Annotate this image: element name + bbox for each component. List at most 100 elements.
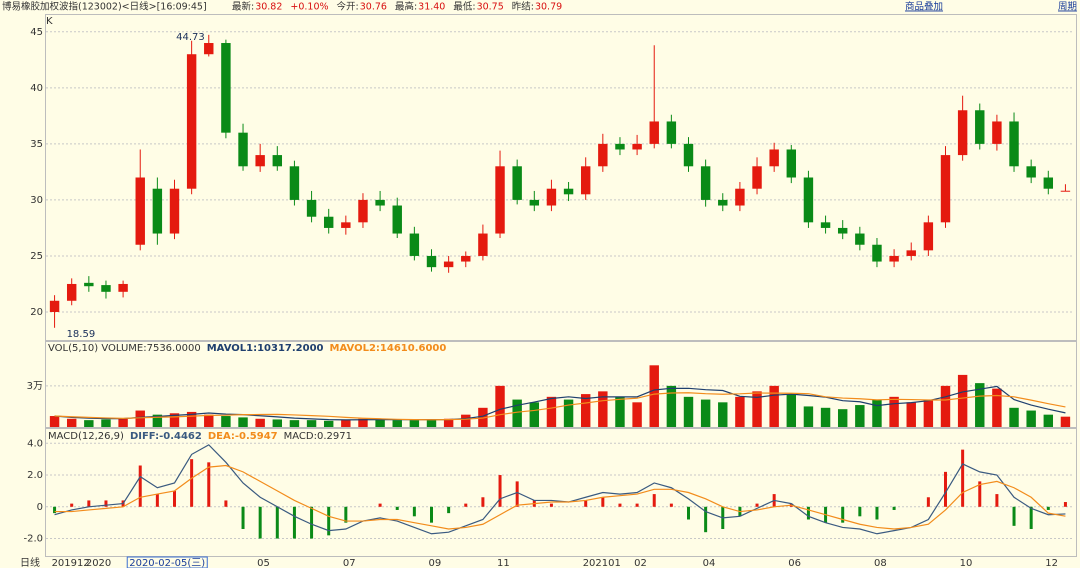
volume-bar	[392, 420, 402, 427]
x-tick-label: 09	[429, 558, 442, 568]
y-tick-label: 40	[30, 83, 43, 94]
quote-label: 最新:	[232, 1, 254, 13]
candle-body	[889, 255, 899, 262]
volume-bar	[409, 420, 420, 427]
volume-bar	[1026, 410, 1036, 427]
candle-body	[66, 283, 77, 301]
candle-body	[855, 233, 865, 245]
cursor-box	[126, 556, 208, 568]
candle-body	[1060, 190, 1071, 192]
volume-bar	[84, 420, 94, 427]
candle-body	[906, 250, 916, 256]
candle-body	[1009, 121, 1019, 167]
candle-body	[341, 222, 351, 228]
candle-body	[563, 188, 574, 195]
quote-value: +0.10%	[290, 2, 328, 13]
candle-body	[392, 205, 402, 234]
candle-body	[272, 155, 283, 167]
candle-body	[358, 199, 368, 223]
candle-body	[992, 121, 1002, 144]
candle-body	[186, 54, 197, 189]
volume-bar	[186, 411, 197, 427]
candle-body	[169, 188, 180, 234]
candle-body	[940, 155, 951, 223]
volume-bar	[426, 419, 437, 427]
y-tick-label: 30	[30, 195, 43, 206]
quote-value: 30.82	[255, 2, 282, 13]
candle-body	[632, 143, 642, 150]
candle-body	[923, 222, 934, 251]
x-tick-label: 05	[257, 558, 270, 568]
volume-bar	[580, 394, 591, 427]
x-tick-label: 04	[703, 558, 716, 568]
cursor-label: 2020-02-05(三)	[129, 558, 205, 568]
volume-bar	[341, 420, 351, 427]
candle-body	[700, 166, 711, 200]
volume-bar	[255, 418, 265, 427]
candle-body	[323, 216, 334, 228]
y-axis-label: K	[46, 16, 53, 27]
volume-bar	[855, 405, 865, 427]
x-tick-label: 10	[960, 558, 973, 568]
y-tick-label: 2.0	[27, 470, 43, 481]
header-title: 博易橡胶加权波指(123002)<日线>[16:09:45]	[2, 1, 207, 13]
candle-body	[221, 43, 231, 133]
panel-legend: DIFF:-0.4462	[130, 431, 202, 442]
candle-body	[478, 233, 488, 256]
indicator-line	[54, 385, 1066, 421]
candle-body	[872, 244, 882, 262]
volume-bar	[289, 420, 300, 427]
volume-bar	[889, 396, 899, 427]
volume-bar	[700, 399, 711, 427]
candle-body	[461, 255, 471, 262]
volume-bar	[66, 418, 77, 427]
candle-body	[683, 143, 694, 167]
candle-body	[84, 282, 94, 287]
period-link[interactable]: 周期	[1058, 2, 1077, 13]
x-tick-label: 201912	[52, 558, 90, 568]
volume-bar	[152, 414, 163, 427]
candle-body	[803, 177, 814, 223]
volume-bar	[563, 399, 574, 427]
quote-value: 30.79	[535, 2, 562, 13]
volume-panel	[45, 341, 1077, 428]
candle-body	[1043, 177, 1054, 189]
header: 博易橡胶加权波指(123002)<日线>[16:09:45] 商品叠加 周期 最…	[2, 1, 1077, 13]
volume-bar	[683, 396, 694, 427]
volume-bar	[923, 399, 934, 427]
candle-body	[495, 166, 505, 234]
volume-bar	[752, 391, 762, 427]
volume-bar	[49, 416, 60, 427]
candle-body	[769, 149, 779, 167]
quote-value: 30.76	[360, 2, 387, 13]
volume-bar	[1043, 414, 1054, 427]
panel-legend: MAVOL2:14610.6000	[330, 343, 447, 354]
quote-label: 最高:	[395, 1, 417, 13]
candle-body	[118, 283, 128, 292]
quote-value: 31.40	[418, 2, 445, 13]
panel-legend: MAVOL1:10317.2000	[207, 343, 324, 354]
candle-body	[649, 121, 659, 144]
volume-bar	[135, 410, 145, 427]
quote-label: 昨结:	[512, 1, 534, 13]
volume-bar	[443, 418, 454, 427]
candle-body	[598, 143, 608, 167]
volume-bar	[837, 409, 848, 427]
low-annotation: 18.59	[67, 329, 96, 340]
candle-body	[546, 188, 557, 206]
y-tick-label: 4.0	[27, 438, 43, 449]
overlay-link[interactable]: 商品叠加	[905, 1, 943, 13]
volume-bar	[649, 365, 659, 427]
volume-bar	[358, 418, 368, 427]
candle-body	[957, 110, 968, 156]
volume-bar	[906, 402, 916, 427]
candle-body	[152, 188, 163, 234]
candle-body	[529, 199, 540, 206]
volume-bar	[666, 385, 677, 427]
candle-body	[426, 255, 437, 268]
indicator-line	[54, 392, 1066, 421]
volume-bar	[872, 399, 882, 427]
volume-bar	[238, 417, 248, 427]
volume-bar	[615, 396, 625, 427]
